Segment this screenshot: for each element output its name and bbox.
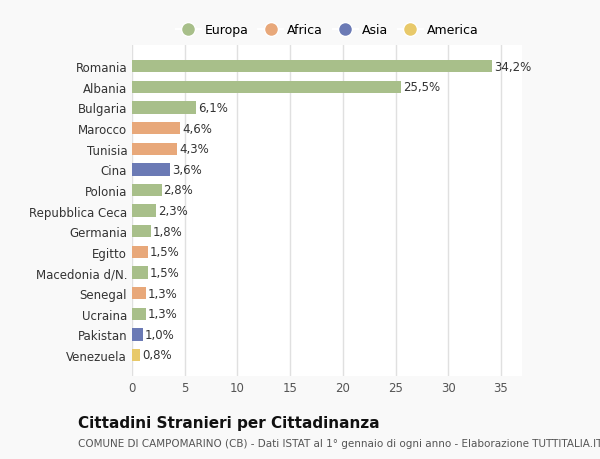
Text: 25,5%: 25,5% bbox=[403, 81, 440, 94]
Text: 2,3%: 2,3% bbox=[158, 205, 188, 218]
Bar bbox=[132, 82, 401, 94]
Bar bbox=[132, 205, 156, 217]
Bar bbox=[132, 185, 161, 197]
Text: 1,5%: 1,5% bbox=[150, 266, 179, 280]
Text: 34,2%: 34,2% bbox=[494, 61, 532, 73]
Text: 3,6%: 3,6% bbox=[172, 163, 202, 176]
Text: 6,1%: 6,1% bbox=[199, 102, 228, 115]
Bar bbox=[132, 225, 151, 238]
Text: 4,3%: 4,3% bbox=[179, 143, 209, 156]
Text: 1,8%: 1,8% bbox=[153, 225, 183, 238]
Text: 1,0%: 1,0% bbox=[145, 328, 175, 341]
Text: 1,3%: 1,3% bbox=[148, 287, 178, 300]
Text: 0,8%: 0,8% bbox=[143, 349, 172, 362]
Bar bbox=[132, 329, 143, 341]
Text: 1,3%: 1,3% bbox=[148, 308, 178, 320]
Text: 1,5%: 1,5% bbox=[150, 246, 179, 259]
Bar bbox=[132, 246, 148, 258]
Bar bbox=[132, 164, 170, 176]
Text: Cittadini Stranieri per Cittadinanza: Cittadini Stranieri per Cittadinanza bbox=[78, 415, 380, 431]
Bar bbox=[132, 123, 181, 135]
Text: 2,8%: 2,8% bbox=[164, 184, 193, 197]
Bar bbox=[132, 102, 196, 114]
Bar bbox=[132, 143, 178, 156]
Bar bbox=[132, 349, 140, 361]
Bar bbox=[132, 61, 493, 73]
Text: COMUNE DI CAMPOMARINO (CB) - Dati ISTAT al 1° gennaio di ogni anno - Elaborazion: COMUNE DI CAMPOMARINO (CB) - Dati ISTAT … bbox=[78, 438, 600, 448]
Bar bbox=[132, 287, 146, 300]
Bar bbox=[132, 267, 148, 279]
Text: 4,6%: 4,6% bbox=[182, 123, 212, 135]
Legend: Europa, Africa, Asia, America: Europa, Africa, Asia, America bbox=[170, 19, 484, 42]
Bar bbox=[132, 308, 146, 320]
